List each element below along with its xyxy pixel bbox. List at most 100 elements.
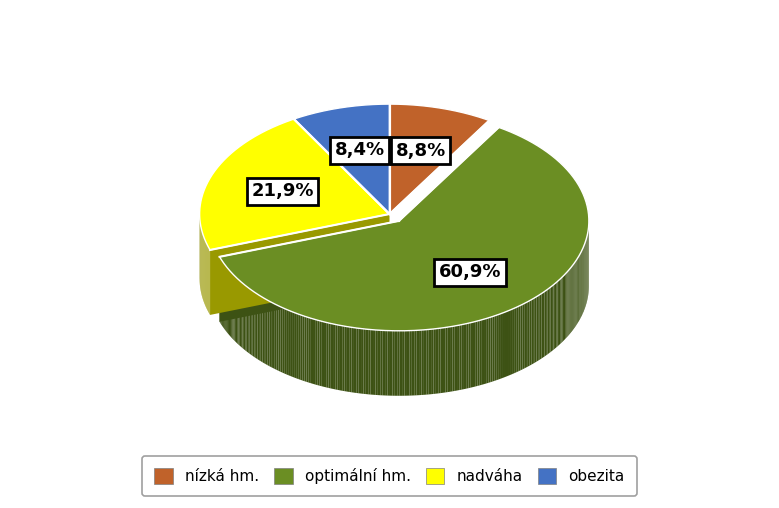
Polygon shape [266, 299, 268, 365]
Polygon shape [358, 328, 361, 394]
Polygon shape [393, 331, 395, 396]
Polygon shape [234, 276, 236, 342]
Polygon shape [294, 104, 390, 214]
Polygon shape [554, 283, 555, 350]
Polygon shape [499, 313, 501, 379]
Polygon shape [578, 256, 579, 323]
Polygon shape [497, 314, 499, 380]
Polygon shape [311, 318, 313, 384]
Text: 60,9%: 60,9% [439, 263, 502, 281]
Polygon shape [378, 330, 380, 395]
Polygon shape [555, 282, 556, 348]
Polygon shape [251, 290, 252, 356]
Polygon shape [324, 322, 326, 388]
Polygon shape [280, 307, 282, 372]
Polygon shape [419, 330, 421, 395]
Polygon shape [294, 312, 296, 378]
Polygon shape [387, 331, 390, 396]
Polygon shape [564, 274, 566, 340]
Polygon shape [277, 305, 279, 371]
Polygon shape [551, 286, 552, 352]
Polygon shape [520, 304, 523, 370]
Polygon shape [400, 331, 402, 396]
Polygon shape [263, 297, 264, 363]
Polygon shape [268, 300, 270, 366]
Polygon shape [436, 329, 439, 394]
Text: 21,9%: 21,9% [252, 182, 314, 200]
Polygon shape [560, 278, 562, 344]
Polygon shape [455, 326, 457, 391]
Polygon shape [256, 293, 258, 359]
Polygon shape [488, 317, 491, 383]
Polygon shape [507, 310, 509, 376]
Polygon shape [390, 104, 489, 214]
Polygon shape [569, 268, 571, 334]
Polygon shape [241, 282, 242, 348]
Polygon shape [333, 324, 335, 390]
Polygon shape [412, 331, 414, 396]
Polygon shape [229, 270, 230, 336]
Polygon shape [288, 310, 290, 376]
Polygon shape [240, 281, 241, 347]
Polygon shape [559, 279, 560, 345]
Polygon shape [275, 304, 277, 370]
Polygon shape [395, 331, 397, 396]
Polygon shape [344, 326, 347, 392]
Polygon shape [545, 291, 546, 357]
Text: 8,4%: 8,4% [335, 141, 385, 160]
Polygon shape [349, 327, 351, 392]
Polygon shape [460, 325, 462, 390]
Polygon shape [231, 272, 232, 338]
Polygon shape [342, 326, 344, 391]
Polygon shape [478, 321, 480, 386]
Polygon shape [495, 315, 497, 381]
Polygon shape [313, 319, 315, 385]
Polygon shape [228, 269, 229, 335]
Polygon shape [475, 321, 478, 387]
Polygon shape [441, 328, 443, 393]
Polygon shape [516, 306, 519, 372]
Polygon shape [571, 267, 572, 333]
Polygon shape [296, 313, 298, 379]
Polygon shape [457, 325, 460, 391]
Polygon shape [531, 299, 533, 365]
Polygon shape [258, 294, 259, 360]
Polygon shape [431, 329, 433, 394]
Polygon shape [443, 328, 446, 393]
Polygon shape [528, 301, 530, 367]
Polygon shape [446, 327, 448, 393]
Polygon shape [305, 316, 307, 382]
Polygon shape [541, 293, 543, 359]
Polygon shape [356, 328, 358, 393]
Polygon shape [426, 330, 428, 395]
Polygon shape [390, 331, 393, 396]
Polygon shape [577, 258, 578, 324]
Polygon shape [453, 326, 455, 391]
Polygon shape [238, 279, 240, 346]
Polygon shape [261, 296, 263, 362]
Polygon shape [424, 330, 426, 395]
Polygon shape [524, 303, 526, 368]
Polygon shape [397, 331, 400, 396]
Polygon shape [236, 277, 237, 343]
Polygon shape [421, 330, 424, 395]
Polygon shape [307, 317, 308, 383]
Polygon shape [471, 322, 473, 388]
Polygon shape [249, 288, 250, 354]
Polygon shape [223, 262, 224, 328]
Polygon shape [556, 281, 558, 347]
Polygon shape [221, 260, 222, 326]
Polygon shape [290, 311, 292, 377]
Polygon shape [259, 295, 261, 361]
Polygon shape [282, 308, 284, 373]
Polygon shape [199, 119, 390, 250]
Polygon shape [448, 327, 450, 392]
Polygon shape [410, 331, 412, 396]
Polygon shape [484, 319, 486, 384]
Polygon shape [226, 266, 227, 332]
Polygon shape [473, 322, 475, 387]
Polygon shape [250, 289, 251, 355]
Polygon shape [220, 128, 589, 331]
Polygon shape [302, 315, 305, 381]
Polygon shape [230, 271, 231, 337]
